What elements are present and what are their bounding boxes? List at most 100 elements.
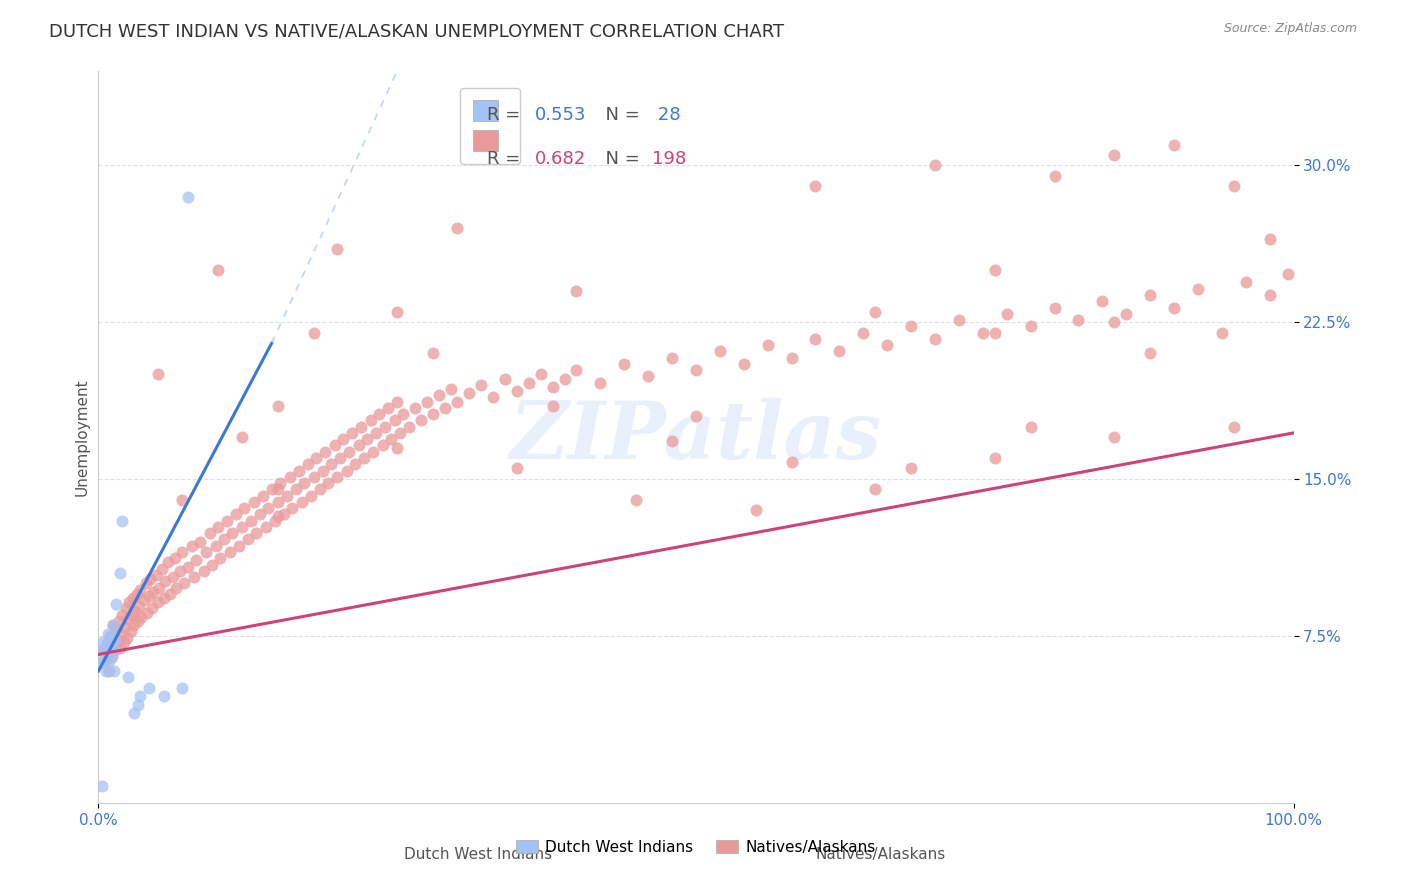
Point	[207, 263, 229, 277]
Point	[122, 591, 145, 605]
Point	[132, 593, 155, 607]
Text: 28: 28	[652, 106, 681, 124]
Point	[155, 574, 177, 589]
Point	[422, 346, 444, 360]
Point	[186, 553, 208, 567]
Point	[198, 526, 221, 541]
Point	[127, 698, 149, 712]
Point	[97, 635, 120, 649]
Point	[267, 509, 290, 524]
Point	[470, 377, 492, 392]
Text: ZIPatlas: ZIPatlas	[510, 399, 882, 475]
Point	[240, 514, 263, 528]
Point	[108, 641, 131, 656]
Point	[297, 457, 319, 471]
Point	[1163, 137, 1185, 152]
Point	[541, 380, 564, 394]
Point	[159, 587, 181, 601]
Point	[103, 664, 125, 678]
Point	[984, 263, 1007, 277]
Point	[111, 607, 134, 622]
Point	[183, 570, 205, 584]
Point	[1104, 315, 1126, 329]
Point	[852, 326, 875, 340]
Point	[637, 369, 659, 384]
Point	[481, 390, 505, 404]
Point	[411, 413, 433, 427]
Point	[299, 489, 322, 503]
Point	[924, 332, 946, 346]
Point	[267, 483, 290, 497]
Point	[1104, 430, 1126, 444]
Point	[392, 407, 415, 421]
Point	[212, 533, 235, 547]
Point	[398, 419, 420, 434]
Point	[136, 606, 159, 620]
Point	[204, 539, 226, 553]
Point	[98, 629, 122, 643]
Point	[115, 601, 138, 615]
Point	[233, 501, 256, 516]
Point	[98, 649, 122, 664]
Point	[264, 514, 287, 528]
Point	[91, 643, 114, 657]
Point	[153, 690, 176, 704]
Text: N =: N =	[595, 106, 645, 124]
Point	[135, 576, 157, 591]
Point	[148, 595, 170, 609]
Point	[804, 332, 827, 346]
Text: Source: ZipAtlas.com: Source: ZipAtlas.com	[1223, 22, 1357, 36]
Point	[685, 363, 707, 377]
Point	[148, 368, 170, 382]
Point	[118, 595, 141, 609]
Point	[120, 624, 142, 639]
Point	[93, 654, 115, 668]
Point	[332, 432, 354, 446]
Point	[288, 463, 311, 477]
Point	[924, 158, 946, 172]
Point	[101, 618, 124, 632]
Point	[458, 386, 481, 401]
Point	[1258, 231, 1281, 245]
Point	[153, 591, 176, 605]
Point	[326, 242, 349, 256]
Point	[98, 664, 121, 678]
Point	[900, 319, 922, 334]
Point	[115, 631, 138, 645]
Point	[129, 582, 152, 597]
Point	[995, 307, 1018, 321]
Point	[165, 581, 187, 595]
Point	[1139, 346, 1161, 360]
Point	[427, 388, 450, 402]
Point	[1115, 307, 1137, 321]
Point	[195, 545, 218, 559]
Point	[124, 603, 146, 617]
Point	[1043, 301, 1066, 315]
Point	[101, 618, 124, 632]
Point	[356, 432, 378, 446]
Point	[100, 649, 122, 664]
Point	[506, 461, 529, 475]
Point	[127, 614, 149, 628]
Point	[368, 407, 391, 421]
Point	[177, 559, 200, 574]
Point	[245, 526, 267, 541]
Point	[278, 470, 301, 484]
Point	[948, 313, 970, 327]
Point	[344, 457, 367, 471]
Point	[828, 344, 851, 359]
Point	[360, 413, 382, 427]
Point	[93, 648, 115, 662]
Point	[321, 457, 343, 471]
Point	[150, 562, 173, 576]
Point	[1223, 419, 1246, 434]
Point	[108, 566, 131, 580]
Point	[364, 425, 387, 440]
Point	[221, 526, 243, 541]
Point	[565, 284, 588, 298]
Point	[228, 539, 250, 553]
Point	[984, 450, 1007, 465]
Point	[217, 514, 239, 528]
Point	[733, 357, 755, 371]
Point	[96, 637, 118, 651]
